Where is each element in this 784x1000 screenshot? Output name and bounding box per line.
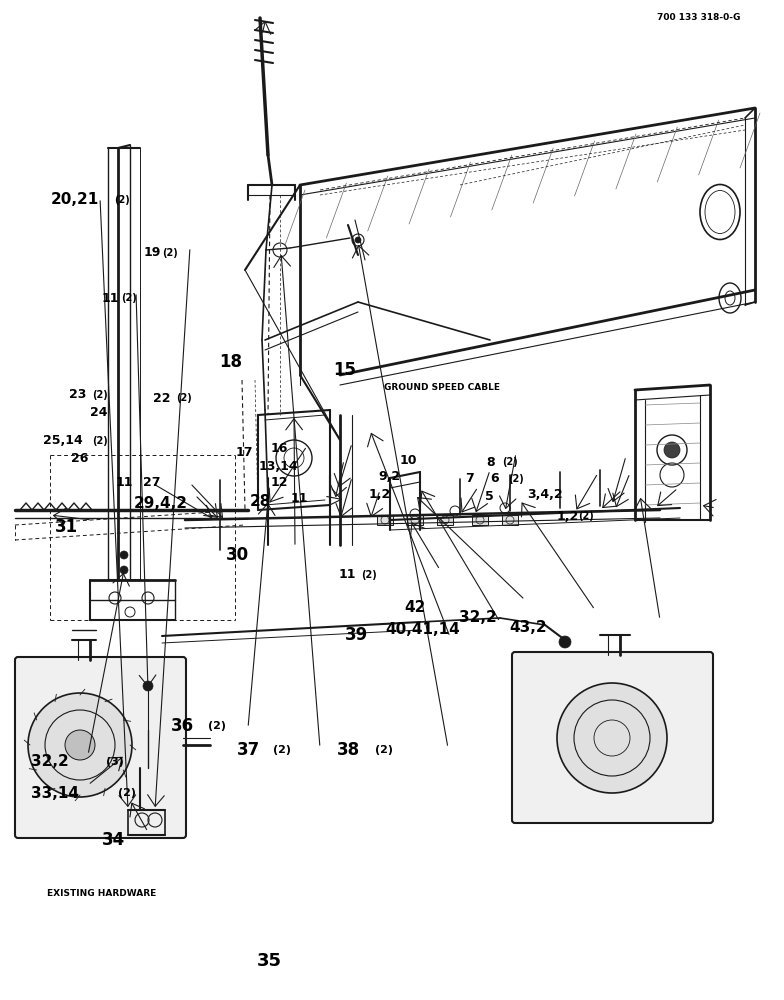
Text: (2): (2) [361, 570, 376, 580]
Text: (2): (2) [118, 788, 136, 798]
Text: 11: 11 [116, 477, 133, 489]
Text: 36: 36 [171, 717, 194, 735]
Text: (2): (2) [273, 745, 291, 755]
Text: 25,14: 25,14 [43, 434, 83, 448]
Text: 9,2: 9,2 [379, 470, 401, 483]
Text: 700 133 318-0-G: 700 133 318-0-G [657, 13, 740, 22]
Text: 16: 16 [270, 442, 288, 456]
Text: GROUND SPEED CABLE: GROUND SPEED CABLE [384, 383, 500, 392]
Text: (2): (2) [114, 195, 129, 205]
Text: 23: 23 [69, 388, 86, 401]
Text: (2): (2) [578, 511, 593, 521]
Text: 24: 24 [90, 406, 107, 420]
Text: 13,14: 13,14 [259, 460, 299, 473]
Circle shape [120, 551, 128, 559]
Circle shape [664, 442, 680, 458]
Circle shape [28, 693, 132, 797]
Circle shape [120, 566, 128, 574]
Text: 12: 12 [270, 477, 288, 489]
Text: 7: 7 [465, 473, 474, 486]
FancyBboxPatch shape [512, 652, 713, 823]
Text: 31: 31 [55, 518, 78, 536]
Text: 33,14: 33,14 [31, 786, 79, 800]
Text: (2): (2) [93, 390, 108, 400]
Text: (2): (2) [122, 293, 137, 303]
Text: 11: 11 [102, 292, 119, 304]
Text: 1,2: 1,2 [368, 488, 390, 500]
Text: 1,2: 1,2 [557, 510, 579, 522]
Text: 3,4,2: 3,4,2 [527, 488, 562, 502]
Bar [437, 515, 453, 525]
Text: 29,4,2: 29,4,2 [133, 495, 187, 510]
Text: 42: 42 [405, 600, 426, 615]
Text: 32,2: 32,2 [31, 754, 69, 770]
Circle shape [143, 681, 153, 691]
Text: 18: 18 [220, 353, 242, 371]
Text: 11: 11 [339, 568, 356, 582]
Text: 34: 34 [102, 831, 125, 849]
Text: (2): (2) [176, 393, 192, 403]
Text: (2): (2) [162, 248, 178, 258]
Text: 37: 37 [237, 741, 260, 759]
Text: 6: 6 [490, 473, 499, 486]
Circle shape [355, 237, 361, 243]
Circle shape [557, 683, 667, 793]
Circle shape [559, 636, 571, 648]
Bar [407, 515, 423, 525]
Text: 10: 10 [400, 454, 417, 466]
Text: 19: 19 [143, 246, 161, 259]
Text: 20,21: 20,21 [51, 192, 100, 208]
Text: 5: 5 [485, 490, 493, 504]
Text: 30: 30 [226, 546, 249, 564]
Text: 8: 8 [486, 456, 495, 468]
Text: 39: 39 [345, 626, 368, 644]
Text: 22: 22 [153, 391, 170, 404]
Text: 32,2: 32,2 [459, 610, 496, 626]
Text: 43,2: 43,2 [510, 620, 547, 636]
Text: (2): (2) [375, 745, 393, 755]
Bar [377, 515, 393, 525]
FancyBboxPatch shape [15, 657, 186, 838]
Text: (2): (2) [208, 721, 226, 731]
Text: 26: 26 [71, 452, 88, 464]
Text: (2): (2) [508, 474, 524, 484]
Bar [472, 515, 488, 525]
Text: (2): (2) [93, 436, 108, 446]
Text: 17: 17 [235, 446, 252, 458]
Text: (3): (3) [106, 757, 124, 767]
Text: (2): (2) [502, 457, 517, 467]
Circle shape [65, 730, 95, 760]
Text: 27: 27 [143, 477, 161, 489]
Bar [502, 515, 518, 525]
Text: 28: 28 [249, 494, 270, 510]
Text: 11: 11 [290, 491, 307, 504]
Text: 38: 38 [337, 741, 360, 759]
Text: 15: 15 [333, 361, 356, 379]
Text: EXISTING HARDWARE: EXISTING HARDWARE [47, 888, 156, 898]
Text: 40,41,14: 40,41,14 [386, 622, 460, 638]
Text: 35: 35 [257, 952, 282, 970]
